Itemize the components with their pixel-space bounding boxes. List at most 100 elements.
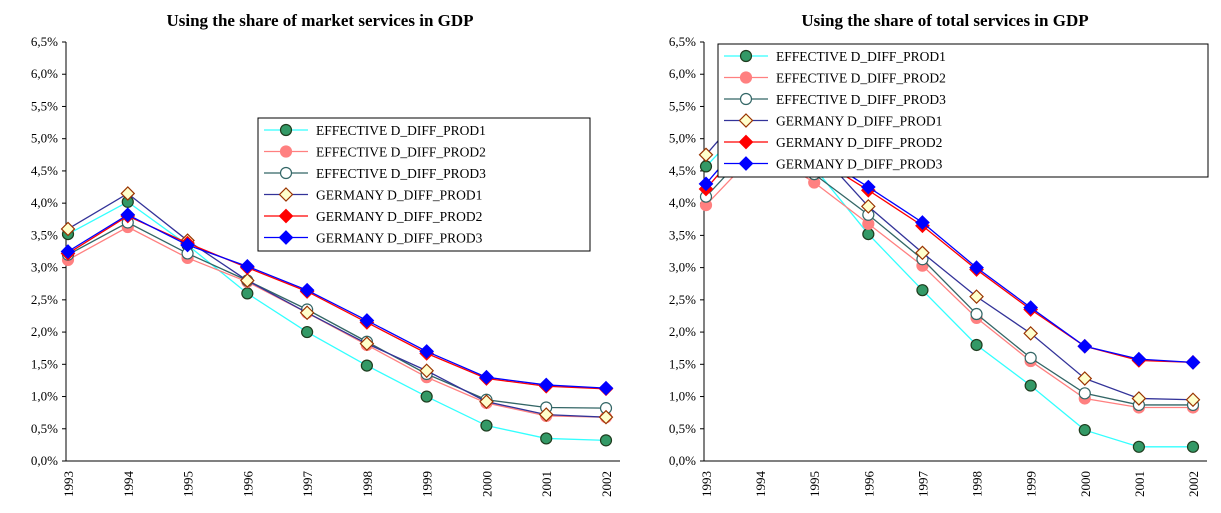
y-tick-label: 3,0% xyxy=(669,260,696,275)
marker xyxy=(120,207,136,223)
x-tick-label: 1998 xyxy=(970,471,985,497)
legend-marker xyxy=(739,49,753,63)
y-tick-label: 3,5% xyxy=(31,227,58,242)
legend-marker xyxy=(738,134,754,150)
x-tick-label: 1995 xyxy=(807,471,822,497)
series-line xyxy=(67,221,607,409)
marker xyxy=(1023,300,1039,315)
y-tick-label: 6,5% xyxy=(669,34,696,49)
y-tick-label: 3,5% xyxy=(669,227,696,242)
marker xyxy=(479,394,494,410)
marker xyxy=(598,409,614,425)
marker xyxy=(359,336,375,352)
y-tick-label: 2,0% xyxy=(31,324,58,339)
legend-marker xyxy=(278,230,294,245)
x-tick-label: 2001 xyxy=(539,471,554,497)
legend-box xyxy=(717,43,1209,178)
marker xyxy=(60,221,76,237)
x-tick-label: 1994 xyxy=(121,471,136,498)
marker xyxy=(862,227,875,241)
series-line xyxy=(67,201,607,442)
chart-title: Using the share of market services in GD… xyxy=(166,11,473,30)
x-tick-label: 1996 xyxy=(240,471,255,498)
x-tick-label: 2002 xyxy=(599,471,614,497)
marker xyxy=(419,344,435,359)
marker xyxy=(860,199,876,214)
marker xyxy=(916,284,929,297)
marker xyxy=(419,363,435,379)
marker xyxy=(301,325,314,339)
marker xyxy=(1132,440,1145,453)
x-tick-label: 1997 xyxy=(915,471,930,498)
marker xyxy=(479,369,494,385)
series-line xyxy=(67,226,607,418)
marker xyxy=(970,338,983,352)
y-tick-label: 2,0% xyxy=(669,324,696,339)
legend-label: EFFECTIVE D_DIFF_PROD3 xyxy=(776,92,946,107)
marker xyxy=(698,147,714,163)
marker xyxy=(359,313,375,328)
marker xyxy=(480,419,493,432)
y-tick-label: 1,5% xyxy=(31,356,58,371)
marker xyxy=(1023,326,1039,341)
y-tick-label: 2,5% xyxy=(669,292,696,307)
y-tick-label: 6,0% xyxy=(669,66,696,81)
x-tick-label: 1994 xyxy=(753,471,768,498)
series-line xyxy=(67,192,607,418)
marker xyxy=(915,245,930,261)
marker xyxy=(239,258,255,274)
x-tick-label: 1997 xyxy=(300,471,315,498)
marker xyxy=(699,160,713,173)
series-line xyxy=(705,147,1193,409)
marker xyxy=(969,260,984,275)
legend-marker xyxy=(278,187,294,202)
chart-title: Using the share of total services in GDP xyxy=(801,11,1088,30)
marker xyxy=(970,307,983,321)
marker xyxy=(540,432,553,445)
marker xyxy=(1024,351,1037,364)
legend-label: GERMANY D_DIFF_PROD3 xyxy=(776,157,943,172)
legend-marker xyxy=(279,145,293,158)
y-tick-label: 5,5% xyxy=(31,98,58,113)
series-line xyxy=(67,214,607,389)
marker xyxy=(299,305,315,321)
marker xyxy=(860,179,876,195)
y-tick-label: 4,5% xyxy=(31,163,58,178)
x-tick-label: 1993 xyxy=(699,471,714,497)
legend-label: EFFECTIVE D_DIFF_PROD1 xyxy=(316,123,486,138)
legend-marker xyxy=(739,71,753,84)
marker xyxy=(1077,371,1093,386)
legend-box xyxy=(257,117,591,252)
marker xyxy=(969,289,984,304)
marker xyxy=(239,273,255,288)
legend-label: GERMANY D_DIFF_PROD3 xyxy=(316,231,483,246)
y-tick-label: 1,0% xyxy=(669,389,696,404)
y-tick-label: 6,5% xyxy=(31,34,58,49)
legend-label: GERMANY D_DIFF_PROD1 xyxy=(776,114,942,129)
marker xyxy=(538,407,554,422)
legend-label: EFFECTIVE D_DIFF_PROD2 xyxy=(776,71,946,86)
x-tick-label: 1999 xyxy=(420,471,435,497)
marker xyxy=(60,244,76,259)
marker xyxy=(360,359,373,372)
y-tick-label: 6,0% xyxy=(31,66,58,81)
marker xyxy=(1078,423,1091,437)
legend-marker xyxy=(279,123,293,137)
marker xyxy=(1078,387,1091,400)
legend-marker xyxy=(738,113,754,128)
x-tick-label: 2000 xyxy=(1078,471,1093,497)
y-tick-label: 5,0% xyxy=(669,131,696,146)
marker xyxy=(299,282,315,298)
x-tick-label: 1995 xyxy=(181,471,196,497)
marker xyxy=(120,186,136,201)
marker xyxy=(1131,391,1147,406)
marker xyxy=(180,237,195,253)
x-tick-label: 2001 xyxy=(1132,471,1147,497)
y-tick-label: 4,0% xyxy=(31,195,58,210)
marker xyxy=(420,390,433,403)
marker xyxy=(599,434,613,447)
legend-label: EFFECTIVE D_DIFF_PROD2 xyxy=(316,145,486,160)
x-tick-label: 1999 xyxy=(1024,471,1039,497)
legend-marker xyxy=(279,166,293,180)
